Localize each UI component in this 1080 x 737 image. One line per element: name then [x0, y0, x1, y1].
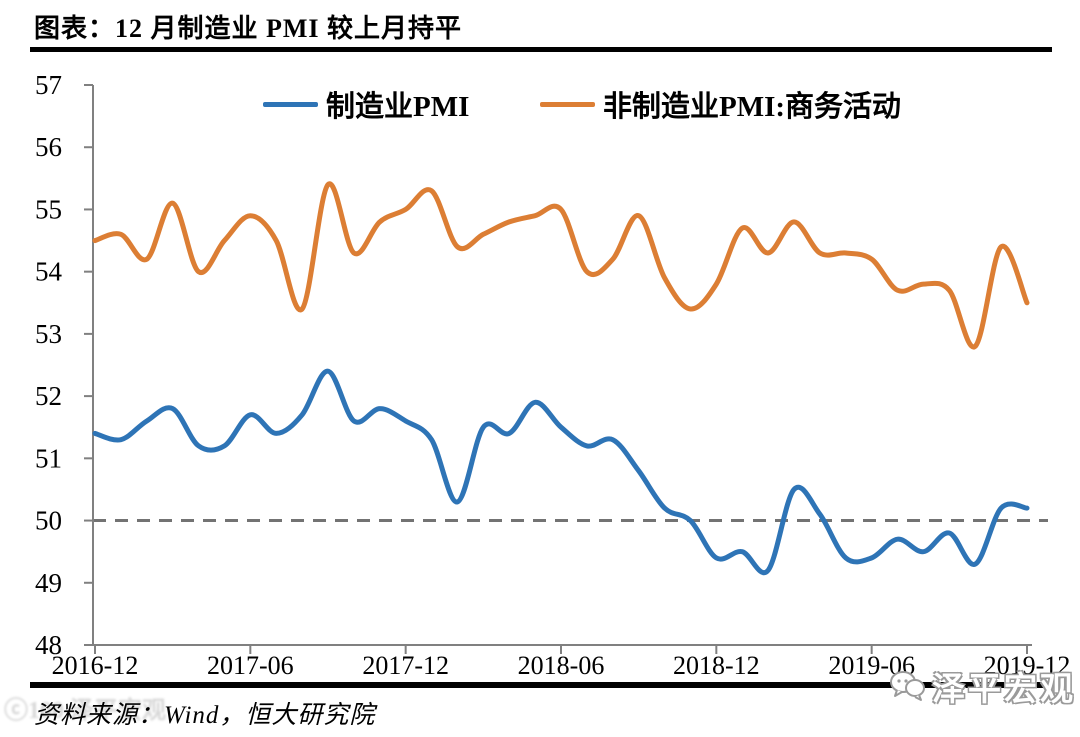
y-tick-label: 49	[35, 568, 62, 598]
y-tick-label: 57	[35, 70, 62, 100]
data-source-note: 资料来源：Wind，恒大研究院	[34, 702, 376, 729]
manufacturing-legend-swatch	[263, 101, 318, 107]
wechat-icon	[890, 671, 925, 701]
x-tick-label: 2017-06	[207, 651, 294, 680]
chart-title: 图表：12 月制造业 PMI 较上月持平	[34, 14, 463, 43]
legend-non-manufacturing: 非制造业PMI:商务活动	[540, 83, 901, 125]
faint-watermark: ⓒ100 泽平宏观	[4, 698, 166, 724]
y-tick-label: 54	[35, 257, 63, 287]
non-manufacturing-pmi-line	[92, 181, 1030, 350]
x-tick-label: 2019-12	[984, 651, 1071, 680]
y-tick-label: 52	[35, 381, 62, 411]
non-manufacturing-legend-label: 非制造业PMI:商务活动	[603, 91, 902, 123]
y-tick-label: 53	[35, 319, 62, 349]
y-tick-label: 55	[35, 194, 62, 224]
y-tick-label: 50	[35, 506, 62, 536]
non-manufacturing-legend-swatch	[540, 101, 595, 107]
y-tick-label: 48	[35, 630, 62, 660]
top-divider	[30, 47, 1052, 52]
x-tick-label: 2017-12	[362, 651, 449, 680]
publisher-watermark: 泽平宏观	[888, 662, 1076, 710]
bottom-divider	[30, 682, 1052, 688]
x-tick-label: 2018-06	[518, 651, 605, 680]
y-tick-label: 56	[35, 132, 62, 162]
legend-manufacturing: 制造业PMI	[263, 83, 469, 125]
y-tick-label: 51	[35, 443, 62, 473]
manufacturing-pmi-line	[92, 368, 1030, 576]
manufacturing-legend-label: 制造业PMI	[326, 91, 470, 123]
x-tick-label: 2016-12	[52, 651, 139, 680]
publisher-watermark-text: 泽平宏观	[932, 672, 1076, 708]
x-tick-label: 2018-12	[673, 651, 760, 680]
